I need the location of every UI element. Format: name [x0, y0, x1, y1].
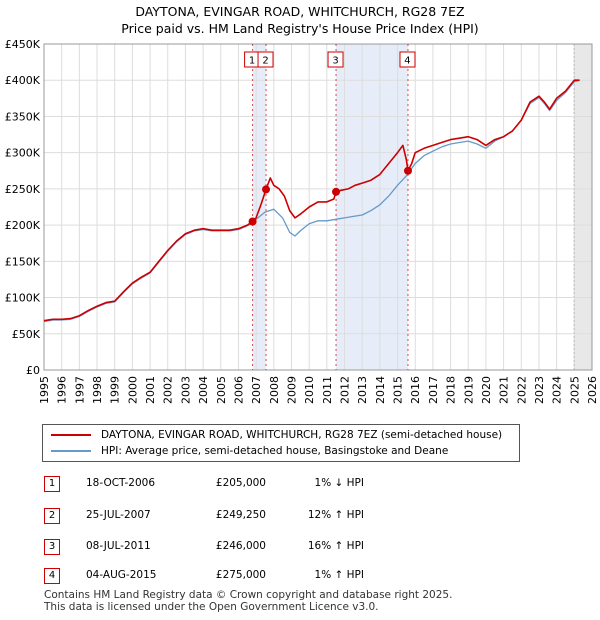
- x-tick-label: 2021: [498, 376, 511, 404]
- sale-point: [332, 187, 341, 196]
- sale-number-badge: 4: [44, 568, 60, 584]
- sale-number-badge: 1: [44, 476, 60, 492]
- y-tick-label: £100K: [5, 292, 41, 305]
- x-tick-label: 2006: [232, 376, 245, 404]
- sale-label-box: [327, 51, 344, 68]
- x-tick-label: 1999: [109, 376, 122, 404]
- x-tick-label: 1997: [73, 376, 86, 404]
- sale-label-number: 1: [249, 56, 255, 67]
- sale-hpi-diff: 12% ↑ HPI: [307, 509, 364, 521]
- x-tick-label: 2015: [392, 376, 405, 404]
- x-tick-label: 2012: [339, 376, 352, 404]
- sale-hpi-diff: 1% ↑ HPI: [314, 569, 364, 581]
- sale-label-number: 3: [332, 56, 338, 67]
- x-tick-label: 2023: [533, 376, 546, 404]
- x-tick-label: 2025: [568, 376, 581, 404]
- plot-area: [44, 44, 592, 370]
- forecast-band: [574, 44, 592, 370]
- footer: Contains HM Land Registry data © Crown c…: [44, 589, 452, 613]
- plot-border: [43, 43, 593, 371]
- x-tick-label: 2016: [409, 376, 422, 404]
- footer-licence: This data is licensed under the Open Gov…: [44, 601, 379, 613]
- sale-price: £249,250: [215, 509, 266, 521]
- x-tick-label: 2022: [515, 376, 528, 404]
- x-tick-label: 2010: [303, 376, 316, 404]
- x-tick-label: 1995: [38, 376, 51, 404]
- x-tick-label: 2026: [586, 376, 599, 404]
- x-tick-label: 2009: [285, 376, 298, 404]
- sale-row: 3 08-JUL-2011 £246,000 16% ↑ HPI: [44, 539, 564, 557]
- sale-date: 08-JUL-2011: [86, 540, 151, 552]
- legend-item-property: DAYTONA, EVINGAR ROAD, WHITCHURCH, RG28 …: [51, 427, 502, 443]
- y-tick-label: £150K: [5, 255, 41, 268]
- legend: DAYTONA, EVINGAR ROAD, WHITCHURCH, RG28 …: [42, 424, 520, 462]
- sale-hpi-diff: 16% ↑ HPI: [307, 540, 364, 552]
- sale-price: £205,000: [215, 477, 266, 489]
- sale-number-badge: 3: [44, 539, 60, 555]
- x-tick-label: 2002: [162, 376, 175, 404]
- sale-hpi-diff: 1% ↓ HPI: [314, 477, 364, 489]
- sale-label-box: [399, 51, 416, 68]
- sale-point: [262, 185, 271, 194]
- sale-date: 25-JUL-2007: [86, 509, 151, 521]
- sale-row: 4 04-AUG-2015 £275,000 1% ↑ HPI: [44, 568, 564, 586]
- y-tick-label: £300K: [5, 147, 41, 160]
- x-tick-label: 2003: [179, 376, 192, 404]
- x-tick-label: 2018: [445, 376, 458, 404]
- legend-swatch-property: [51, 434, 91, 436]
- x-tick-label: 2004: [197, 376, 210, 404]
- sale-label-number: 4: [404, 56, 410, 67]
- x-tick-label: 2007: [250, 376, 263, 404]
- sale-point: [248, 217, 257, 226]
- y-tick-label: £50K: [12, 328, 41, 341]
- y-tick-label: £0: [26, 364, 40, 377]
- sale-date: 04-AUG-2015: [86, 569, 157, 581]
- sale-point: [403, 166, 412, 175]
- x-tick-label: 2020: [480, 376, 493, 404]
- sale-price: £275,000: [215, 569, 266, 581]
- x-tick-label: 2014: [374, 376, 387, 404]
- legend-label-property: DAYTONA, EVINGAR ROAD, WHITCHURCH, RG28 …: [101, 429, 503, 441]
- x-tick-label: 2008: [268, 376, 281, 404]
- x-tick-label: 2019: [462, 376, 475, 404]
- x-tick-label: 1996: [56, 376, 69, 404]
- x-tick-label: 2011: [321, 376, 334, 404]
- chart-subtitle: Price paid vs. HM Land Registry's House …: [121, 21, 479, 36]
- y-tick-label: £450K: [5, 38, 41, 51]
- sale-label-box: [257, 51, 274, 68]
- legend-label-hpi: HPI: Average price, semi-detached house,…: [101, 445, 449, 457]
- sale-number-badge: 2: [44, 508, 60, 524]
- price-chart: £0 £50K £100K £150K £200K £250K £300K £350K £400…: [5, 38, 599, 404]
- footer-copyright: Contains HM Land Registry data © Crown c…: [44, 589, 453, 601]
- x-tick-label: 2013: [356, 376, 369, 404]
- x-tick-label: 2017: [427, 376, 440, 404]
- y-tick-label: £250K: [5, 183, 41, 196]
- x-tick-label: 1998: [91, 376, 104, 404]
- chart-title: DAYTONA, EVINGAR ROAD, WHITCHURCH, RG28 …: [135, 4, 465, 19]
- y-tick-label: £400K: [5, 74, 41, 87]
- sale-price: £246,000: [215, 540, 266, 552]
- x-tick-label: 2005: [215, 376, 228, 404]
- y-tick-label: £200K: [5, 219, 41, 232]
- x-tick-label: 2001: [144, 376, 157, 404]
- sale-row: 2 25-JUL-2007 £249,250 12% ↑ HPI: [44, 508, 564, 526]
- sale-label-number: 2: [262, 56, 268, 67]
- x-tick-label: 2000: [126, 376, 139, 404]
- sale-period-band: [336, 44, 408, 370]
- y-tick-label: £350K: [5, 110, 41, 123]
- x-tick-label: 2024: [551, 376, 564, 404]
- legend-item-hpi: HPI: Average price, semi-detached house,…: [51, 443, 448, 459]
- sale-date: 18-OCT-2006: [86, 477, 155, 489]
- legend-swatch-hpi: [51, 450, 91, 452]
- sale-row: 1 18-OCT-2006 £205,000 1% ↓ HPI: [44, 476, 564, 494]
- series-line-property: [43, 79, 580, 322]
